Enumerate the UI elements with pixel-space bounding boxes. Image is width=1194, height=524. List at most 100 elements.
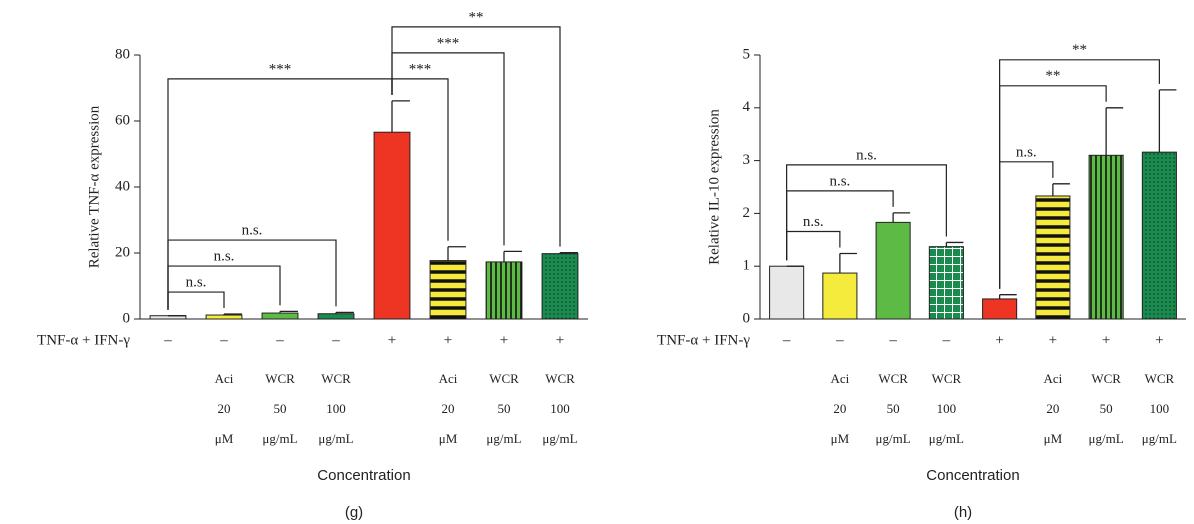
bar (541, 253, 579, 320)
treatment-label: 50 (274, 401, 287, 416)
y-tick-label: 4 (743, 99, 751, 115)
treatment-label: WCR (489, 371, 519, 386)
treatment-label: WCR (1091, 371, 1121, 386)
error-bar (279, 310, 298, 314)
stimulation-label: + (1049, 332, 1057, 348)
treatment-label: WCR (265, 371, 295, 386)
bar (317, 313, 355, 320)
treatment-label: μM (831, 431, 850, 446)
treatment-label: 100 (550, 401, 570, 416)
treatment-label: 50 (498, 401, 511, 416)
treatment-label: μg/mL (262, 431, 297, 446)
stimulation-label: – (219, 332, 228, 348)
significance-label: *** (269, 61, 292, 77)
stimulation-label: + (388, 332, 396, 348)
treatment-label: μg/mL (876, 431, 911, 446)
stimulation-label: + (444, 332, 452, 348)
significance-label: *** (437, 35, 460, 51)
significance-label: n.s. (1016, 144, 1037, 160)
stimulation-label: + (556, 332, 564, 348)
row-label: TNF-α + IFN-γ (37, 332, 130, 348)
error-bar (335, 311, 354, 314)
stimulation-label: – (163, 332, 172, 348)
y-tick-label: 1 (743, 258, 751, 274)
error-bar (839, 252, 857, 274)
treatment-label: 100 (326, 401, 346, 416)
stimulation-label: + (500, 332, 508, 348)
x-axis-title: Concentration (317, 467, 410, 484)
treatment-label: μg/mL (318, 431, 353, 446)
bar (822, 272, 858, 320)
significance-bracket (786, 164, 947, 261)
y-tick-label: 20 (115, 244, 130, 260)
significance-label: ** (1045, 68, 1060, 84)
y-tick-label: 2 (743, 205, 751, 221)
stimulation-label: + (1102, 332, 1110, 348)
bar (485, 261, 523, 320)
treatment-label: μM (215, 431, 234, 446)
treatment-label: Aci (215, 371, 234, 386)
panel-label: (g) (345, 504, 363, 521)
panel-label: (h) (954, 504, 972, 521)
treatment-label: 20 (1046, 401, 1059, 416)
bar (875, 221, 911, 320)
significance-bracket (391, 26, 561, 247)
significance-label: n.s. (242, 222, 263, 238)
stimulation-label: – (835, 332, 844, 348)
bar (769, 265, 805, 320)
significance-label: n.s. (186, 274, 207, 290)
significance-label: ** (469, 9, 484, 25)
treatment-label: 100 (1150, 401, 1170, 416)
significance-label: n.s. (856, 147, 877, 163)
stimulation-label: + (995, 332, 1003, 348)
error-bar (1052, 183, 1070, 196)
bar (373, 131, 411, 320)
significance-label: n.s. (803, 214, 824, 230)
treatment-label: 50 (1100, 401, 1113, 416)
significance-bracket (167, 291, 225, 310)
treatment-label: WCR (545, 371, 575, 386)
bar (205, 314, 243, 320)
stimulation-label: + (1155, 332, 1163, 348)
treatment-label: μg/mL (1089, 431, 1124, 446)
treatment-label: WCR (321, 371, 351, 386)
treatment-label: 50 (887, 401, 900, 416)
significance-label: n.s. (829, 173, 850, 189)
bar (429, 260, 467, 320)
treatment-label: WCR (932, 371, 962, 386)
row-label: TNF-α + IFN-γ (657, 332, 750, 348)
treatment-label: 20 (442, 401, 455, 416)
treatment-label: Aci (830, 371, 849, 386)
error-bar (998, 294, 1017, 299)
treatment-label: WCR (878, 371, 908, 386)
significance-bracket (167, 78, 393, 310)
treatment-label: μg/mL (1142, 431, 1177, 446)
x-axis-title: Concentration (926, 467, 1019, 484)
significance-label: *** (409, 61, 432, 77)
treatment-label: μg/mL (486, 431, 521, 446)
stimulation-label: – (888, 332, 897, 348)
treatment-label: 100 (937, 401, 957, 416)
treatment-label: μg/mL (929, 431, 964, 446)
stimulation-label: – (782, 332, 791, 348)
y-tick-label: 5 (743, 46, 751, 62)
error-bar (391, 100, 410, 133)
y-axis-title: Relative IL-10 expression (706, 109, 722, 265)
treatment-label: WCR (1145, 371, 1175, 386)
stimulation-label: – (275, 332, 284, 348)
bar (982, 298, 1018, 320)
significance-label: n.s. (214, 248, 235, 264)
significance-bracket (786, 230, 841, 261)
error-bar (559, 252, 578, 254)
y-axis-title: Relative TNF-α expression (86, 105, 102, 268)
stimulation-label: – (331, 332, 340, 348)
significance-bracket (999, 59, 1160, 289)
bar (1088, 154, 1124, 320)
treatment-label: 20 (833, 401, 846, 416)
treatment-label: μM (439, 431, 458, 446)
treatment-label: Aci (1043, 371, 1062, 386)
y-tick-label: 3 (743, 152, 751, 168)
treatment-label: μM (1044, 431, 1063, 446)
error-bar (447, 246, 466, 261)
